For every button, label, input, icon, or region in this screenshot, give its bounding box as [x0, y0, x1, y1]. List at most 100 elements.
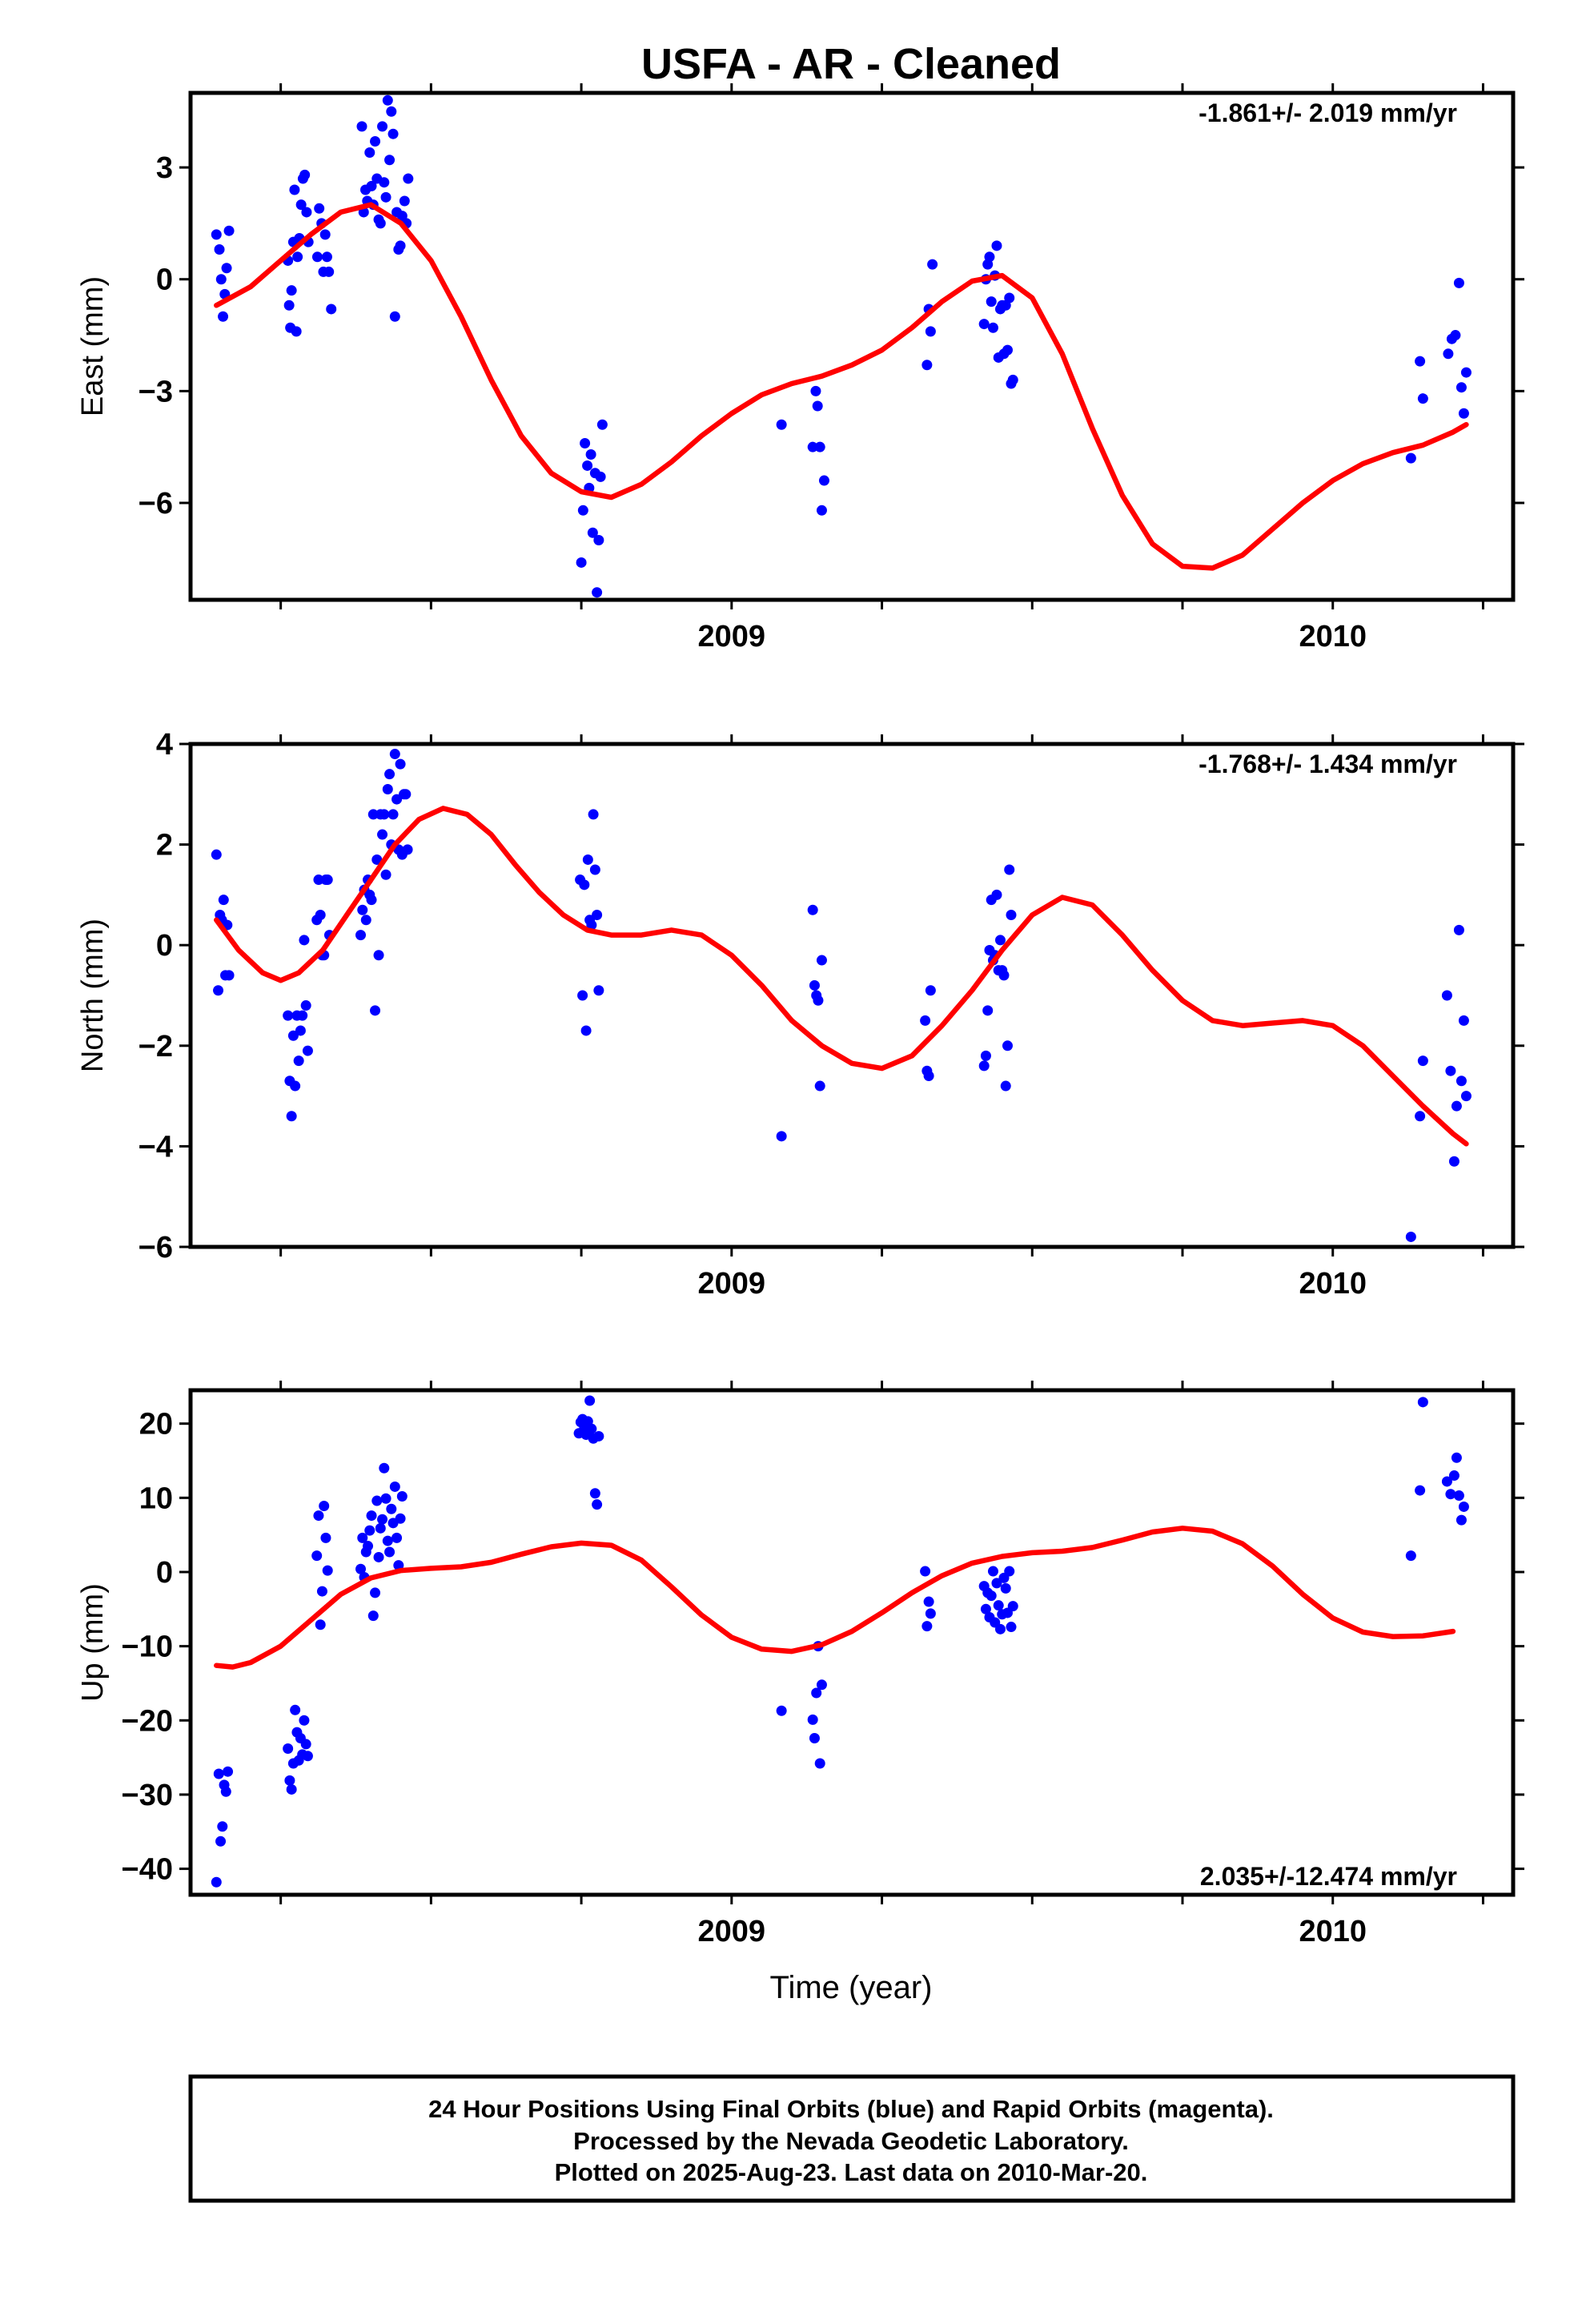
up-data-point: [299, 1715, 310, 1726]
north-data-point: [286, 1111, 297, 1122]
east-plot-area: [211, 94, 1472, 598]
east-data-point: [814, 441, 825, 452]
up-model-curve: [214, 1526, 1456, 1670]
north-y-tick-label: −4: [139, 1130, 173, 1164]
east-data-point: [389, 311, 400, 322]
up-data-point: [1448, 1470, 1460, 1482]
east-data-point: [587, 527, 598, 538]
north-data-point: [389, 749, 400, 760]
east-data-point: [218, 311, 229, 322]
east-data-point: [386, 106, 397, 117]
up-data-point: [807, 1714, 818, 1725]
east-data-point: [576, 557, 587, 568]
north-data-point: [998, 970, 1010, 981]
up-y-tick-label: −30: [122, 1779, 173, 1812]
up-data-point: [367, 1610, 379, 1622]
up-data-point: [584, 1395, 596, 1406]
east-data-point: [1443, 348, 1454, 360]
north-data-point: [1453, 924, 1464, 935]
north-data-point: [580, 1025, 592, 1036]
up-data-point: [223, 1766, 234, 1777]
east-x-tick-label: 2010: [1299, 620, 1367, 653]
north-data-point: [980, 1050, 991, 1061]
up-data-point: [217, 1821, 228, 1832]
north-y-tick-label: 0: [156, 929, 173, 963]
north-data-point: [982, 1005, 994, 1016]
up-data-point: [371, 1495, 383, 1506]
east-data-point: [370, 136, 381, 147]
up-y-axis-label: Up (mm): [76, 1583, 110, 1702]
up-y-tick-label: 10: [139, 1482, 173, 1515]
north-data-point: [592, 910, 603, 921]
north-data-point: [1460, 1091, 1472, 1102]
chart-title: USFA - AR - Cleaned: [641, 40, 1061, 88]
up-data-point: [396, 1490, 408, 1502]
up-data-point: [300, 1739, 311, 1750]
north-data-point: [367, 809, 379, 820]
north-data-point: [387, 809, 399, 820]
up-y-tick-label: 20: [139, 1408, 173, 1441]
up-data-point: [220, 1786, 231, 1797]
east-data-point: [384, 155, 396, 166]
east-data-point: [925, 326, 936, 337]
up-data-point: [1458, 1501, 1469, 1512]
north-data-point: [586, 919, 597, 931]
up-x-tick-label: 2010: [1299, 1915, 1367, 1948]
up-data-point: [316, 1586, 327, 1597]
east-data-point: [366, 180, 377, 191]
up-data-point: [379, 1462, 390, 1474]
east-data-point: [356, 121, 367, 132]
north-data-point: [366, 895, 377, 906]
up-data-point: [284, 1775, 295, 1786]
east-x-tick-label: 2009: [698, 620, 766, 653]
north-data-point: [816, 955, 827, 966]
up-data-point: [380, 1493, 391, 1504]
up-data-point: [1451, 1452, 1462, 1463]
north-data-point: [400, 789, 412, 800]
north-y-axis-label: North (mm): [76, 919, 110, 1072]
east-data-point: [812, 400, 823, 412]
east-y-tick-label: −3: [139, 375, 173, 408]
footer-box: 24 Hour Positions Using Final Orbits (bl…: [188, 2074, 1516, 2203]
up-data-point: [389, 1481, 400, 1492]
north-data-point: [357, 904, 368, 915]
up-data-point: [375, 1522, 386, 1534]
north-data-point: [293, 1055, 304, 1067]
east-data-point: [382, 94, 393, 106]
east-data-point: [582, 460, 593, 471]
up-data-point: [370, 1587, 381, 1598]
north-data-point: [1004, 864, 1015, 875]
east-data-point: [326, 304, 337, 315]
north-data-point: [923, 1070, 934, 1081]
east-data-point: [387, 128, 399, 139]
footer-line-2: Processed by the Nevada Geodetic Laborat…: [573, 2127, 1129, 2155]
east-data-point: [987, 322, 998, 333]
up-data-point: [355, 1563, 367, 1574]
up-data-point: [592, 1499, 603, 1510]
north-data-point: [211, 849, 222, 860]
north-y-tick-label: 2: [156, 829, 173, 862]
north-data-point: [218, 895, 229, 906]
north-data-point: [300, 1000, 311, 1011]
east-data-point: [214, 243, 225, 255]
up-data-point: [1453, 1490, 1464, 1502]
up-data-point: [811, 1687, 822, 1699]
up-data-point: [1415, 1485, 1426, 1496]
north-data-point: [582, 854, 593, 865]
north-x-tick-label: 2009: [698, 1267, 766, 1301]
north-data-point: [588, 809, 599, 820]
north-data-point: [1458, 1015, 1469, 1026]
north-data-point: [315, 910, 326, 921]
east-data-point: [1417, 393, 1428, 404]
east-data-point: [379, 177, 390, 188]
east-data-point: [1453, 277, 1464, 288]
east-data-point: [321, 251, 332, 263]
east-data-point: [289, 184, 300, 195]
up-data-point: [363, 1541, 374, 1552]
north-data-point: [814, 1080, 825, 1092]
east-data-point: [1405, 452, 1416, 464]
north-rate-label: -1.768+/- 1.434 mm/yr: [1199, 750, 1457, 778]
up-data-point: [923, 1596, 934, 1607]
east-data-point: [580, 438, 591, 449]
east-data-point: [223, 225, 235, 236]
